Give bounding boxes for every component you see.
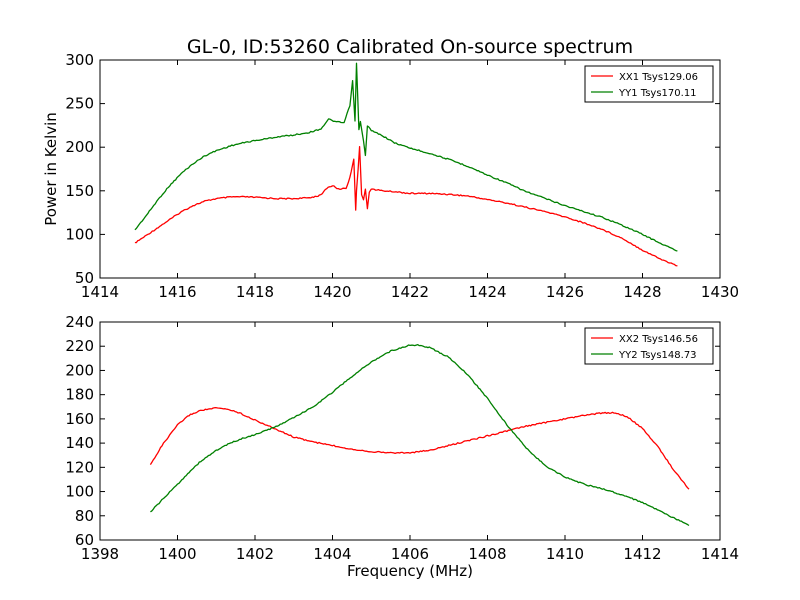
y-tick-label: 100 bbox=[65, 225, 94, 243]
x-tick-label: 1398 bbox=[81, 545, 119, 563]
y-tick-label: 240 bbox=[65, 313, 94, 331]
legend-label: YY2 Tsys148.73 bbox=[618, 350, 697, 361]
x-tick-label: 1404 bbox=[313, 545, 351, 563]
x-tick-label: 1412 bbox=[623, 545, 661, 563]
y-tick-label: 180 bbox=[65, 386, 94, 404]
y-tick-label: 300 bbox=[65, 51, 94, 69]
legend-label: XX2 Tsys146.56 bbox=[619, 334, 698, 345]
y-tick-label: 250 bbox=[65, 95, 94, 113]
y-tick-label: 150 bbox=[65, 182, 94, 200]
y-tick-label: 220 bbox=[65, 337, 94, 355]
y-tick-label: 200 bbox=[65, 361, 94, 379]
x-tick-label: 1406 bbox=[391, 545, 429, 563]
x-tick-label: 1424 bbox=[468, 283, 506, 301]
x-tick-label: 1410 bbox=[546, 545, 584, 563]
chart-title: GL-0, ID:53260 Calibrated On-source spec… bbox=[187, 36, 633, 58]
bottom-panel: 1398 1400 1402 1404 1406 1408 1410 1412 1414 60 80… bbox=[65, 313, 739, 563]
top-panel: 1414 1416 1418 1420 1422 1424 1426 1428 1430 50 10… bbox=[65, 51, 739, 301]
x-tick-label: 1426 bbox=[546, 283, 584, 301]
y-tick-label: 100 bbox=[65, 483, 94, 501]
series-line-yy2 bbox=[150, 343, 690, 527]
y-tick-label: 60 bbox=[75, 531, 94, 549]
x-tick-label: 1400 bbox=[158, 545, 196, 563]
series-line-xx2 bbox=[149, 407, 690, 490]
y-tick-label: 140 bbox=[65, 434, 94, 452]
x-tick-label: 1430 bbox=[701, 283, 739, 301]
y-tick-label: 160 bbox=[65, 410, 94, 428]
y-axis-title: Power in Kelvin bbox=[42, 112, 60, 226]
legend bbox=[584, 327, 714, 365]
legend bbox=[584, 65, 714, 103]
x-tick-label: 1420 bbox=[313, 283, 351, 301]
y-tick-label: 50 bbox=[75, 269, 94, 287]
series-line-yy1 bbox=[134, 62, 678, 252]
x-tick-label: 1402 bbox=[236, 545, 274, 563]
x-tick-label: 1418 bbox=[236, 283, 274, 301]
y-tick-label: 80 bbox=[75, 507, 94, 525]
legend-label: YY1 Tsys170.11 bbox=[618, 88, 697, 99]
legend-label: XX1 Tsys129.06 bbox=[619, 72, 698, 83]
x-tick-label: 1414 bbox=[81, 283, 119, 301]
x-tick-label: 1414 bbox=[701, 545, 739, 563]
x-tick-label: 1422 bbox=[391, 283, 429, 301]
x-tick-label: 1408 bbox=[468, 545, 506, 563]
x-tick-label: 1428 bbox=[623, 283, 661, 301]
y-tick-label: 120 bbox=[65, 458, 94, 476]
x-axis-title: Frequency (MHz) bbox=[347, 562, 473, 580]
series-line-xx1 bbox=[134, 145, 678, 267]
x-tick-label: 1416 bbox=[158, 283, 196, 301]
y-tick-label: 200 bbox=[65, 138, 94, 156]
